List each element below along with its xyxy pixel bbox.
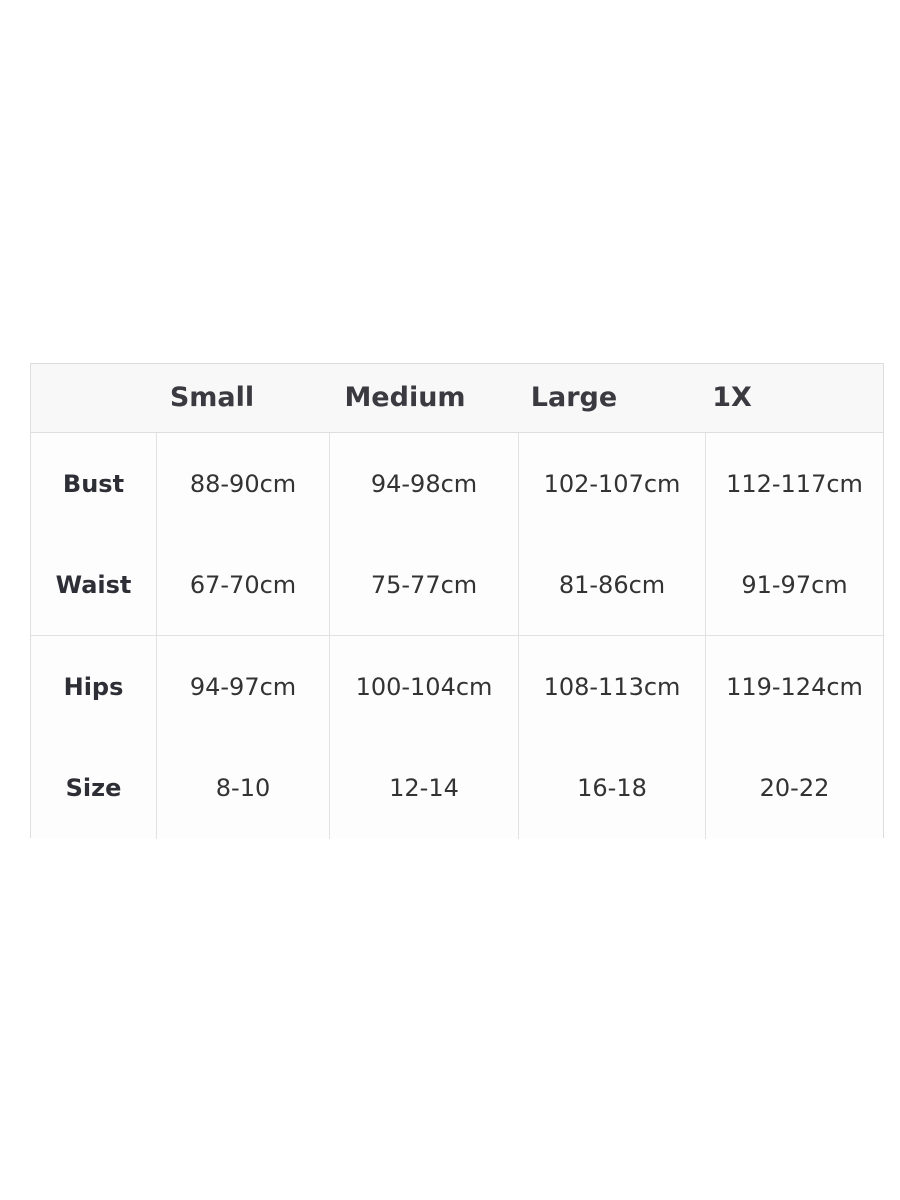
table-cell: 75-77cm: [329, 534, 518, 635]
table-cell: 94-98cm: [329, 433, 518, 534]
header-medium: Medium: [344, 382, 466, 413]
row-label: Size: [65, 774, 122, 802]
table-cell: 88-90cm: [156, 433, 329, 534]
header-small: Small: [169, 382, 255, 413]
table-cell: 91-97cm: [705, 534, 883, 635]
table-cell: 94-97cm: [156, 636, 329, 737]
header-row: Small Medium Large 1X: [31, 364, 883, 433]
table-cell: 16-18: [518, 737, 705, 839]
table-cell: 67-70cm: [156, 534, 329, 635]
row-label: Bust: [62, 469, 125, 498]
header-1x: 1X: [712, 382, 752, 413]
table-cell: 20-22: [705, 737, 883, 839]
table-row: Hips 94-97cm 100-104cm 108-113cm 119-124cm: [31, 636, 883, 738]
table-cell: 8-10: [156, 737, 329, 839]
table-cell: 108-113cm: [518, 636, 705, 737]
table-row: Size 8-10 12-14 16-18 20-22: [31, 737, 883, 839]
size-chart-table: Small Medium Large 1X Bust 88-90cm 94-98cm…: [30, 363, 884, 839]
table-cell: 112-117cm: [705, 433, 883, 534]
table-cell: 100-104cm: [329, 636, 518, 737]
table-cell: 81-86cm: [518, 534, 705, 635]
table-row: Waist 67-70cm 75-77cm 81-86cm 91-97cm: [31, 534, 883, 636]
table-row: Bust 88-90cm 94-98cm 102-107cm 112-117cm: [31, 433, 883, 535]
table-cell: 119-124cm: [705, 636, 883, 737]
table-cell: 102-107cm: [518, 433, 705, 534]
row-label: Waist: [55, 570, 132, 599]
row-label: Hips: [63, 672, 124, 701]
header-large: Large: [530, 382, 618, 413]
table-cell: 12-14: [329, 737, 518, 839]
